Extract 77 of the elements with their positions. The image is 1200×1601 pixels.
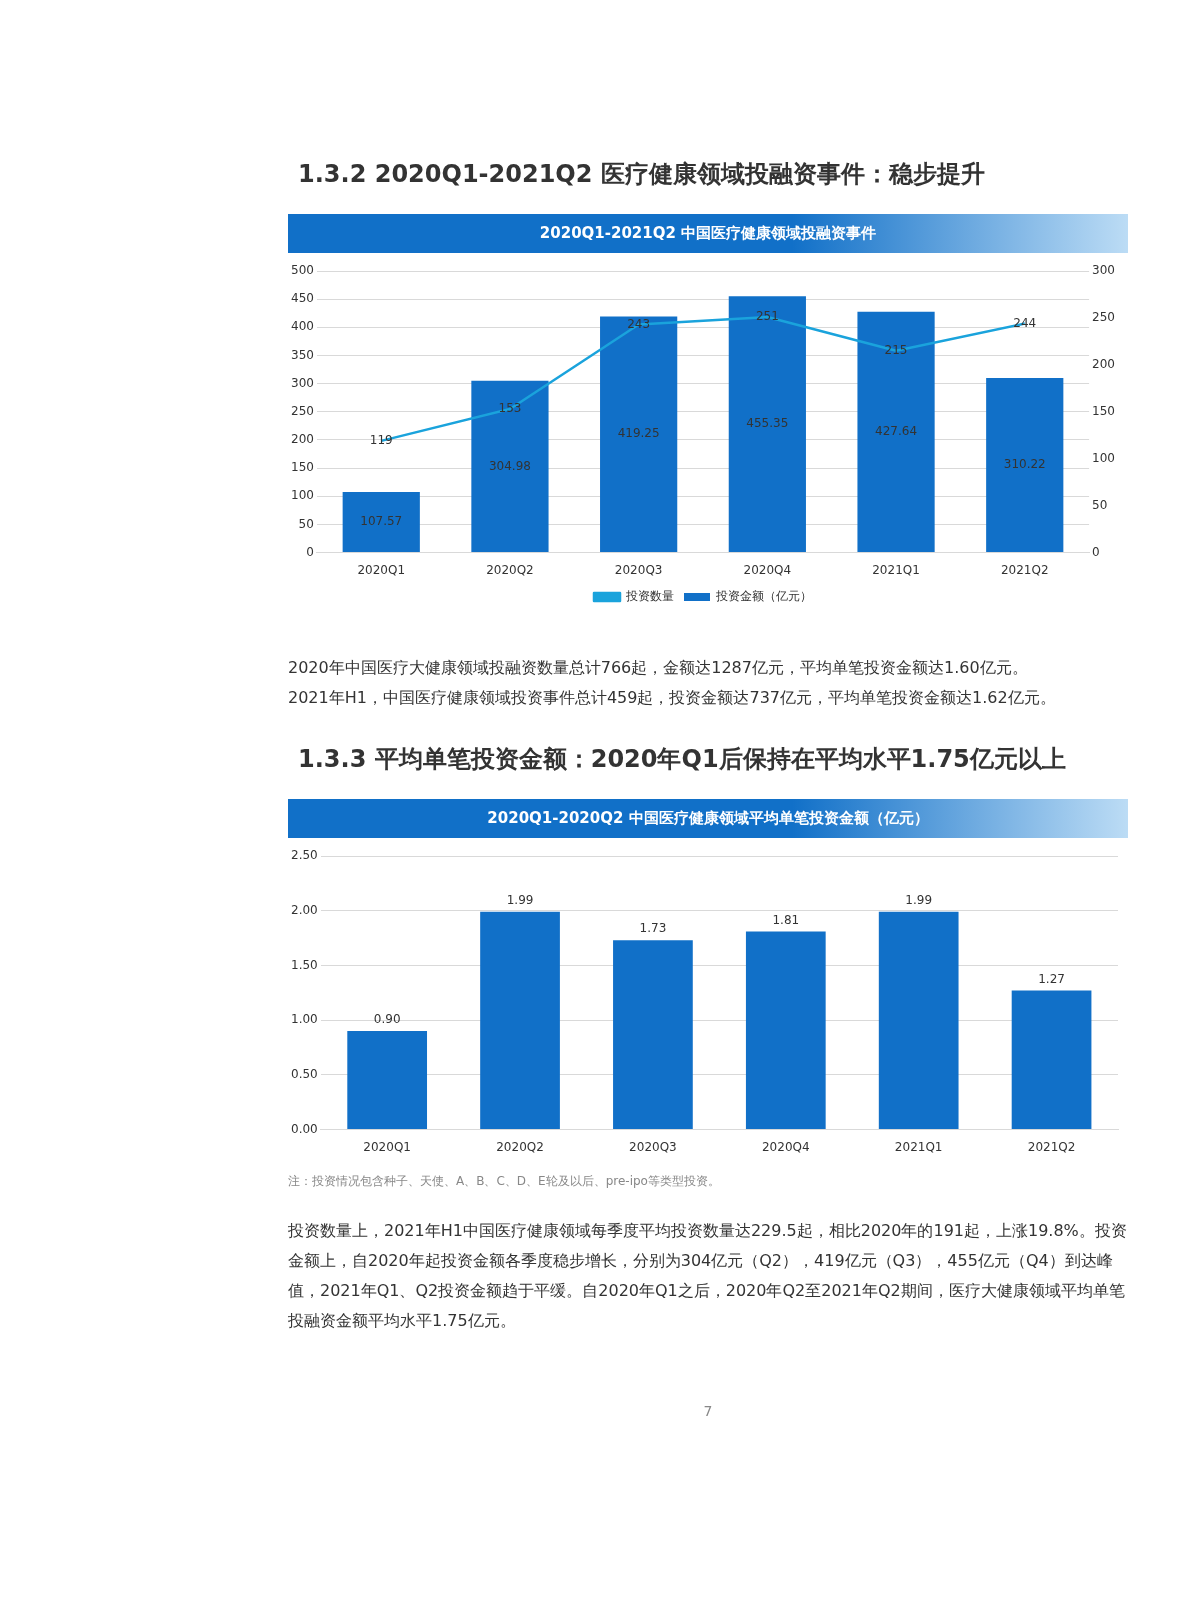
bar [857, 311, 935, 553]
bar [613, 940, 693, 1130]
y2-tick-label: 300 [1092, 263, 1115, 278]
legend-label: 投资金额（亿元） [715, 589, 812, 604]
y-tick-label: 1.50 [291, 957, 318, 972]
chart-subtitle: 2020Q1-2020Q2 中国医疗健康领域平均单笔投资金额（亿元） [288, 799, 1128, 838]
y-tick-label: 0.00 [291, 1121, 318, 1136]
chart-title: 1.3.3 平均单笔投资金额：2020年Q1后保持在平均水平1.75亿元以上 [298, 744, 1067, 775]
bar [878, 911, 959, 1130]
data-label: 310.22 [1003, 457, 1046, 472]
y-tick-label: 1.00 [291, 1012, 318, 1027]
y-tick-label: 350 [291, 347, 314, 362]
x-tick-label: 2020Q3 [614, 562, 663, 577]
y2-tick-label: 250 [1092, 310, 1115, 325]
x-tick-label: 2020Q2 [486, 562, 534, 577]
text: 注：投资情况包含种子、天使、A、B、C、D、E轮及以后、pre-ipo等类型投资。 [288, 1173, 721, 1190]
x-tick-label: 2020Q3 [629, 1139, 677, 1154]
text: 2020年中国医疗大健康领域投融资数量总计766起，金额达1287亿元，平均单笔投资金额达1.60亿元。 [288, 657, 1029, 679]
y-tick-label: 500 [291, 263, 314, 278]
x-tick-label: 2021Q1 [894, 1139, 943, 1154]
data-label: 1.73 [639, 921, 667, 936]
y2-tick-label: 200 [1092, 356, 1115, 371]
data-label: 0.90 [373, 1012, 401, 1027]
bar [728, 296, 806, 553]
y-tick-label: 300 [291, 375, 314, 390]
y-tick-label: 200 [291, 432, 314, 447]
y-tick-label: 400 [291, 319, 314, 334]
bar [745, 931, 826, 1130]
y-tick-label: 250 [291, 403, 314, 418]
data-label: 1.27 [1038, 971, 1065, 986]
data-label: 427.64 [875, 424, 918, 439]
y-tick-label: 2.50 [291, 848, 318, 863]
legend-label: 投资数量 [625, 589, 674, 604]
data-label: 251 [755, 309, 779, 324]
x-tick-label: 2020Q1 [357, 562, 406, 577]
data-label: 215 [884, 342, 908, 357]
y-tick-label: 150 [291, 460, 314, 475]
bar [1011, 990, 1092, 1130]
y-tick-label: 0 [306, 544, 314, 559]
y-tick-label: 50 [298, 516, 314, 531]
data-label: 1.81 [772, 912, 800, 927]
data-label: 419.25 [617, 426, 660, 441]
data-label: 153 [498, 401, 522, 416]
bar [480, 911, 560, 1130]
data-label: 1.99 [506, 892, 534, 907]
y-tick-label: 450 [291, 291, 314, 306]
x-tick-label: 2020Q4 [743, 562, 792, 577]
data-label: 107.57 [360, 514, 403, 529]
bar [471, 380, 549, 553]
x-tick-label: 2021Q2 [1000, 562, 1049, 577]
text: 7 [702, 1402, 714, 1421]
y2-tick-label: 100 [1092, 450, 1115, 465]
x-tick-label: 2020Q1 [363, 1139, 411, 1154]
x-tick-label: 2020Q4 [761, 1139, 810, 1154]
bar [600, 316, 678, 553]
data-label: 1.99 [905, 892, 933, 907]
y-tick-label: 2.00 [291, 902, 318, 917]
x-tick-label: 2021Q1 [872, 562, 920, 577]
text: 2021年H1，中国医疗健康领域投资事件总计459起，投资金额达737亿元，平均单笔投资金额达1.62亿元。 [288, 687, 1057, 709]
data-label: 304.98 [488, 458, 531, 473]
y2-tick-label: 150 [1092, 403, 1115, 418]
chart-title: 1.3.2 2020Q1-2021Q2 医疗健康领域投融资事件：稳步提升 [298, 159, 986, 190]
bar [347, 1031, 428, 1130]
bar [986, 377, 1064, 553]
y-tick-label: 100 [291, 488, 314, 503]
data-label: 243 [627, 316, 651, 331]
data-label: 455.35 [746, 416, 789, 431]
chart-subtitle: 2020Q1-2021Q2 中国医疗健康领域投融资事件 [288, 214, 1128, 253]
text: 投资数量上，2021年H1中国医疗健康领域每季度平均投资数量达229.5起，相比2020年的191起，上涨19.8%。投资金额上，自2020年起投资金额各季度稳步增长，分别为304亿元（Q2），419亿元（Q3），455亿元（Q4）到达峰值，2021年Q1、Q2投资金额趋于平缓。自2020年Q1之后，2020年Q2至2021年Q2期间，医疗大健康领域平均单笔投融资金额平均水平1.75亿元。 [288, 1220, 1128, 1332]
bar [342, 492, 420, 553]
y-tick-label: 0.50 [291, 1067, 318, 1082]
x-tick-label: 2020Q2 [496, 1139, 544, 1154]
data-label: 244 [1013, 315, 1037, 330]
data-label: 119 [369, 433, 393, 448]
x-tick-label: 2021Q2 [1027, 1139, 1076, 1154]
y2-tick-label: 50 [1092, 497, 1108, 512]
y2-tick-label: 0 [1092, 544, 1100, 559]
